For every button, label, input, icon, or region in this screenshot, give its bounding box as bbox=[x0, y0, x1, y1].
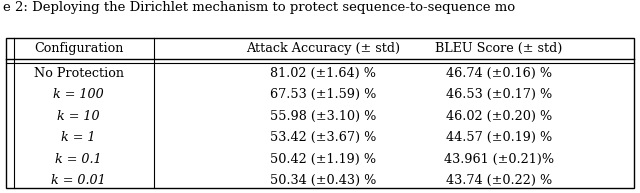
Text: 67.53 (±1.59) %: 67.53 (±1.59) % bbox=[270, 88, 376, 101]
Text: 43.961 (±0.21)%: 43.961 (±0.21)% bbox=[444, 153, 554, 166]
Text: Configuration: Configuration bbox=[34, 42, 123, 55]
Text: 55.98 (±3.10) %: 55.98 (±3.10) % bbox=[270, 110, 376, 123]
Text: 50.34 (±0.43) %: 50.34 (±0.43) % bbox=[270, 174, 376, 187]
Text: 46.53 (±0.17) %: 46.53 (±0.17) % bbox=[445, 88, 552, 101]
Text: 81.02 (±1.64) %: 81.02 (±1.64) % bbox=[270, 67, 376, 80]
Text: k = 100: k = 100 bbox=[53, 88, 104, 101]
Text: 46.74 (±0.16) %: 46.74 (±0.16) % bbox=[445, 67, 552, 80]
Text: Attack Accuracy (± std): Attack Accuracy (± std) bbox=[246, 42, 400, 55]
Text: No Protection: No Protection bbox=[33, 67, 124, 80]
Text: 43.74 (±0.22) %: 43.74 (±0.22) % bbox=[445, 174, 552, 187]
Text: 50.42 (±1.19) %: 50.42 (±1.19) % bbox=[270, 153, 376, 166]
Text: 44.57 (±0.19) %: 44.57 (±0.19) % bbox=[445, 131, 552, 144]
Text: BLEU Score (± std): BLEU Score (± std) bbox=[435, 42, 563, 55]
Text: 53.42 (±3.67) %: 53.42 (±3.67) % bbox=[270, 131, 376, 144]
Text: e 2: Deploying the Dirichlet mechanism to protect sequence-to-sequence mo: e 2: Deploying the Dirichlet mechanism t… bbox=[3, 1, 515, 14]
Text: k = 0.01: k = 0.01 bbox=[51, 174, 106, 187]
Text: k = 0.1: k = 0.1 bbox=[55, 153, 102, 166]
Text: 46.02 (±0.20) %: 46.02 (±0.20) % bbox=[445, 110, 552, 123]
Text: k = 10: k = 10 bbox=[57, 110, 100, 123]
Text: k = 1: k = 1 bbox=[61, 131, 96, 144]
